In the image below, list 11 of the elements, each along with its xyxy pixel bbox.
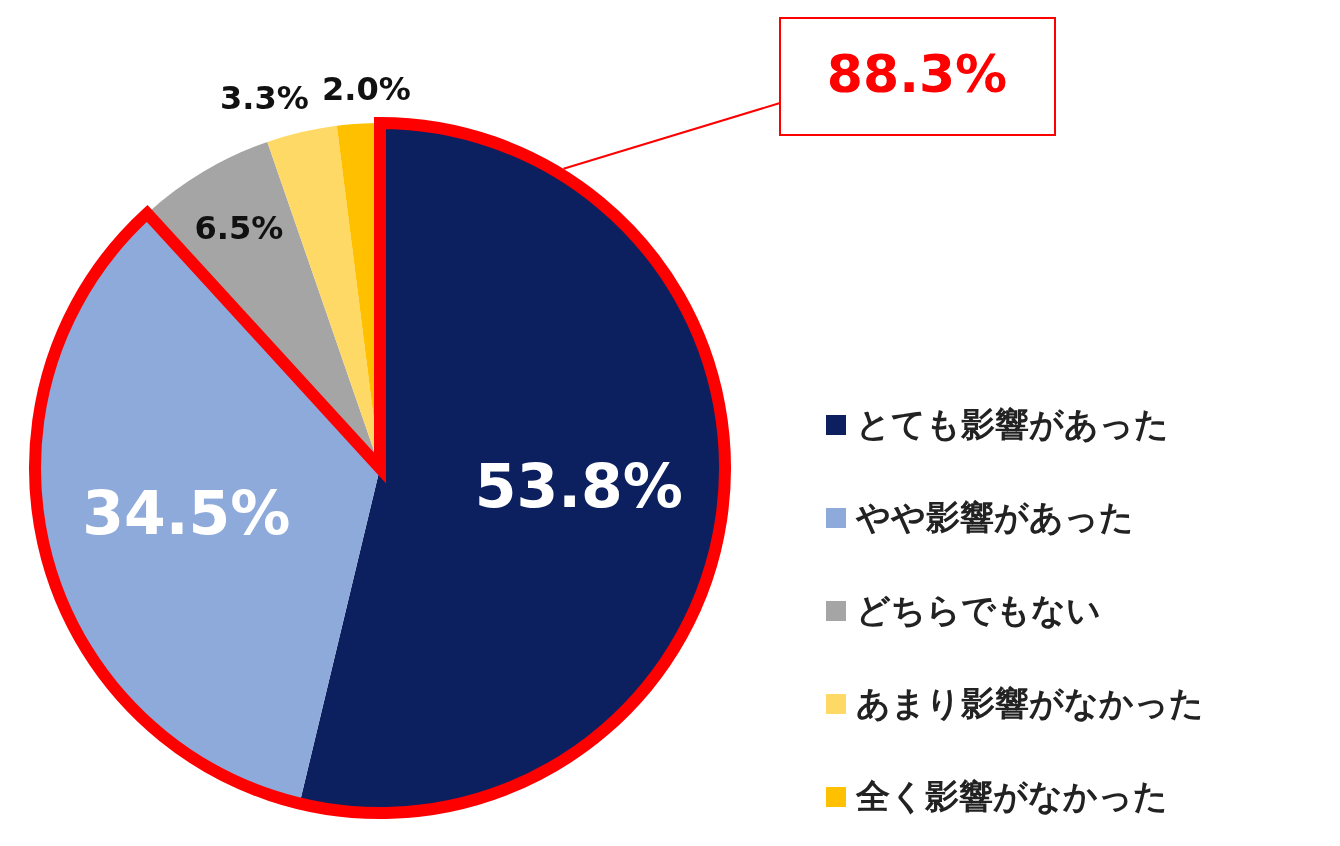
- data-label: 2.0%: [321, 70, 411, 109]
- text: 88.3%: [826, 43, 1008, 104]
- legend-label: 全く影響がなかった: [856, 774, 1168, 818]
- data-label: 53.8%: [474, 451, 683, 522]
- legend-label: あまり影響がなかった: [856, 681, 1204, 725]
- legend-label: やや影響があった: [856, 495, 1134, 539]
- data-label: 6.5%: [194, 209, 284, 248]
- data-label: 3.3%: [220, 79, 309, 118]
- legend-label: とても影響があった: [856, 402, 1169, 446]
- data-label: 34.5%: [82, 477, 291, 548]
- legend-label: どちらでもない: [856, 588, 1101, 632]
